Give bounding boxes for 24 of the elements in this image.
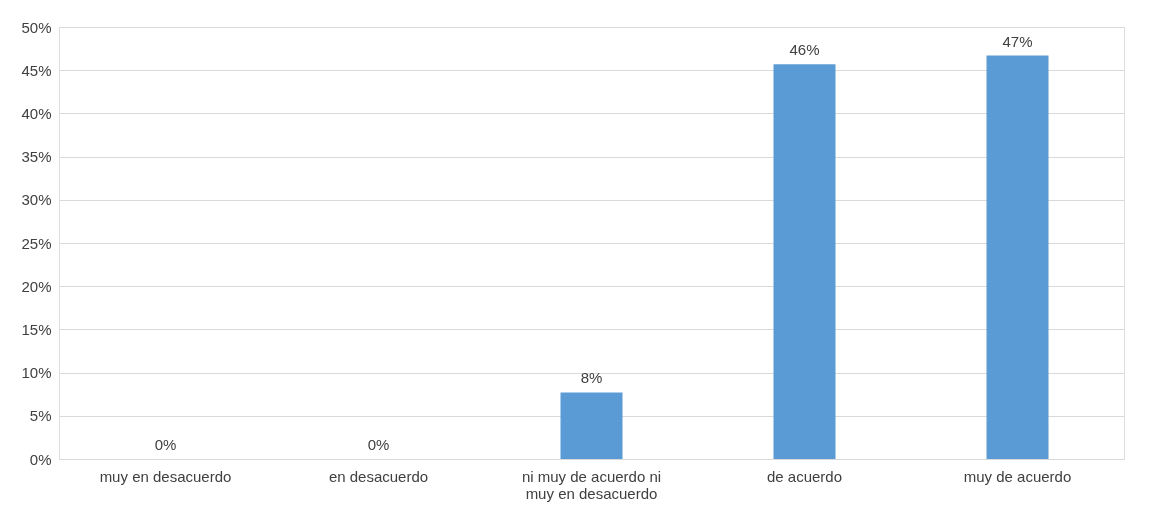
x-tick-label: muy en desacuerdo [99,467,232,485]
y-tick-label: 15% [21,320,52,338]
y-tick-label: 45% [21,61,52,79]
x-tick-label: ni muy de acuerdo ni muy en desacuerdo [521,467,662,502]
y-tick-label: 0% [29,450,52,468]
bar [560,392,623,459]
y-tick-label: 25% [21,234,52,252]
y-tick-label: 20% [21,277,52,295]
data-label: 8% [580,369,603,387]
x-tick-label: en desacuerdo [328,467,429,485]
y-tick-label: 40% [21,104,52,122]
data-label: 0% [154,436,177,453]
y-tick-label: 10% [21,364,52,382]
x-tick-label: de acuerdo [766,467,843,485]
y-tick-label: 50% [21,18,52,36]
x-tick-label: muy de acuerdo [963,467,1072,485]
data-label: 47% [1002,32,1033,50]
data-label: 46% [789,41,820,59]
data-label: 0% [367,436,390,453]
bar [773,64,836,459]
bar [986,55,1049,459]
y-tick-label: 5% [29,407,52,425]
y-tick-label: 35% [21,148,52,166]
y-tick-label: 30% [21,191,52,209]
